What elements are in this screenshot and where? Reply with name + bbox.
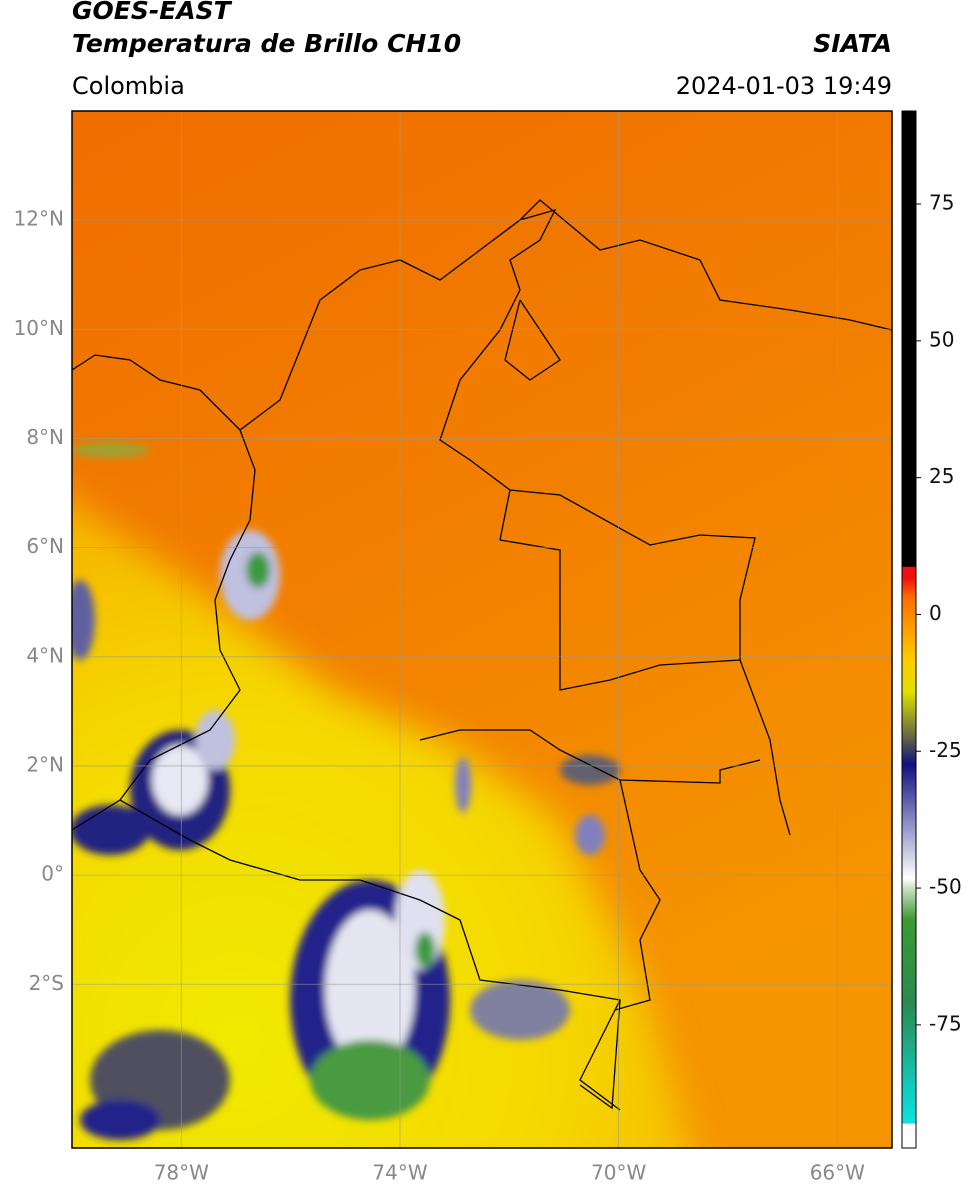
map-frame bbox=[71, 110, 893, 1149]
lat-tick-label: 2°S bbox=[29, 971, 64, 995]
colorbar-tick-label: -25 bbox=[929, 738, 962, 762]
lon-tick-label: 70°W bbox=[591, 1161, 646, 1185]
borders bbox=[72, 199, 892, 1111]
lat-tick-label: 12°N bbox=[14, 207, 64, 231]
colorbar bbox=[901, 110, 917, 1149]
colorbar-tick-label: -75 bbox=[929, 1011, 962, 1035]
lat-tick-label: 10°N bbox=[14, 316, 64, 340]
lat-tick-label: 4°N bbox=[26, 643, 64, 667]
lat-tick-label: 2°N bbox=[26, 752, 64, 776]
colorbar-tick-label: 75 bbox=[929, 191, 954, 215]
subtitle: Temperatura de Brillo CH10 bbox=[72, 29, 461, 58]
lat-tick-label: 6°N bbox=[26, 534, 64, 558]
source: SIATA bbox=[813, 29, 892, 58]
title: GOES-EAST bbox=[72, 0, 233, 25]
region: Colombia bbox=[72, 72, 185, 100]
map-image bbox=[72, 111, 892, 1148]
grid bbox=[72, 111, 892, 1148]
lat-tick-label: 8°N bbox=[26, 425, 64, 449]
colorbar-tick-label: -50 bbox=[929, 875, 962, 899]
colorbar-tick-label: 25 bbox=[929, 464, 954, 488]
lon-tick-label: 78°W bbox=[154, 1161, 209, 1185]
ticks: 12°N 10°N 8°N 6°N 4°N 2°N 0° 2°S 78°W 74°W 70°W 66°… bbox=[14, 191, 962, 1185]
colorbar-tick-label: 0 bbox=[929, 601, 942, 625]
colorbar-tick-label: 50 bbox=[929, 327, 954, 351]
lon-tick-label: 66°W bbox=[810, 1161, 865, 1185]
datetime: 2024-01-03 19:49 bbox=[676, 72, 892, 100]
lat-tick-label: 0° bbox=[41, 862, 64, 886]
lon-tick-label: 74°W bbox=[372, 1161, 427, 1185]
